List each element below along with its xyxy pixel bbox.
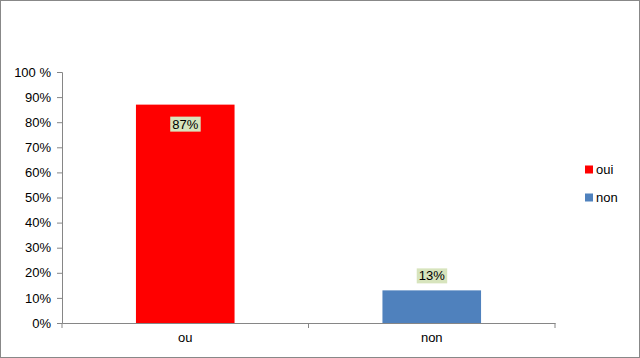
bars — [136, 105, 481, 323]
y-tick: 90% — [25, 90, 62, 105]
y-tick: 50% — [25, 190, 62, 205]
bar — [382, 290, 481, 323]
y-tick-mark — [57, 323, 62, 324]
x-separator — [62, 323, 63, 328]
y-tick-label: 80% — [25, 115, 51, 130]
legend-item: non — [585, 190, 618, 205]
y-tick: 80% — [25, 115, 62, 130]
y-tick-mark — [57, 298, 62, 299]
y-tick-mark — [57, 72, 62, 73]
data-label-group: 87% — [170, 117, 200, 132]
y-tick-label: 10% — [25, 291, 51, 306]
chart: 0% 10% 20% 30% 40% 50% 60% 70% 80% 90% 100 % ou non 8… — [0, 0, 640, 358]
x-separator — [555, 323, 556, 328]
data-label: 87% — [172, 117, 198, 132]
legend-label: oui — [596, 162, 613, 177]
y-tick: 40% — [25, 215, 62, 230]
bar — [136, 105, 235, 323]
x-tick: ou — [178, 323, 192, 345]
y-tick: 20% — [25, 265, 62, 280]
y-tick-mark — [57, 172, 62, 173]
y-tick-mark — [57, 198, 62, 199]
x-tick-label: ou — [178, 330, 192, 345]
y-tick-mark — [57, 223, 62, 224]
data-label: 13% — [419, 268, 445, 283]
y-axis: 0% 10% 20% 30% 40% 50% 60% 70% 80% 90% 100 % — [14, 65, 62, 331]
legend-label: non — [596, 190, 618, 205]
y-tick-label: 50% — [25, 190, 51, 205]
plot: 0% 10% 20% 30% 40% 50% 60% 70% 80% 90% 100 % ou non 8… — [14, 65, 555, 346]
x-tick-label: non — [421, 330, 443, 345]
legend-swatch — [585, 166, 593, 174]
x-axis: ou non — [62, 323, 556, 345]
y-tick-label: 0% — [32, 316, 51, 331]
chart-frame — [1, 1, 640, 358]
y-tick-label: 90% — [25, 90, 51, 105]
y-tick: 10% — [25, 291, 62, 306]
y-tick-mark — [57, 147, 62, 148]
y-tick-mark — [57, 122, 62, 123]
y-tick-label: 40% — [25, 215, 51, 230]
legend-swatch — [585, 194, 593, 202]
y-tick-label: 20% — [25, 265, 51, 280]
data-label-box — [170, 117, 200, 132]
y-tick: 0% — [32, 316, 62, 331]
data-label-group: 13% — [417, 268, 447, 283]
x-separator — [308, 323, 309, 328]
y-tick: 60% — [25, 165, 62, 180]
data-label-box — [417, 268, 447, 283]
y-tick-label: 100 % — [14, 65, 51, 80]
legend: oui non — [585, 162, 618, 205]
y-tick-label: 60% — [25, 165, 51, 180]
x-tick: non — [421, 323, 443, 345]
y-tick: 100 % — [14, 65, 62, 80]
legend-item: oui — [585, 162, 613, 177]
y-tick-label: 70% — [25, 140, 51, 155]
y-tick: 30% — [25, 240, 62, 255]
data-labels: 87% 13% — [170, 117, 447, 284]
y-tick-mark — [57, 97, 62, 98]
y-tick-mark — [57, 248, 62, 249]
y-tick-label: 30% — [25, 240, 51, 255]
y-axis-line — [57, 73, 63, 324]
y-tick-mark — [57, 273, 62, 274]
y-tick: 70% — [25, 140, 62, 155]
